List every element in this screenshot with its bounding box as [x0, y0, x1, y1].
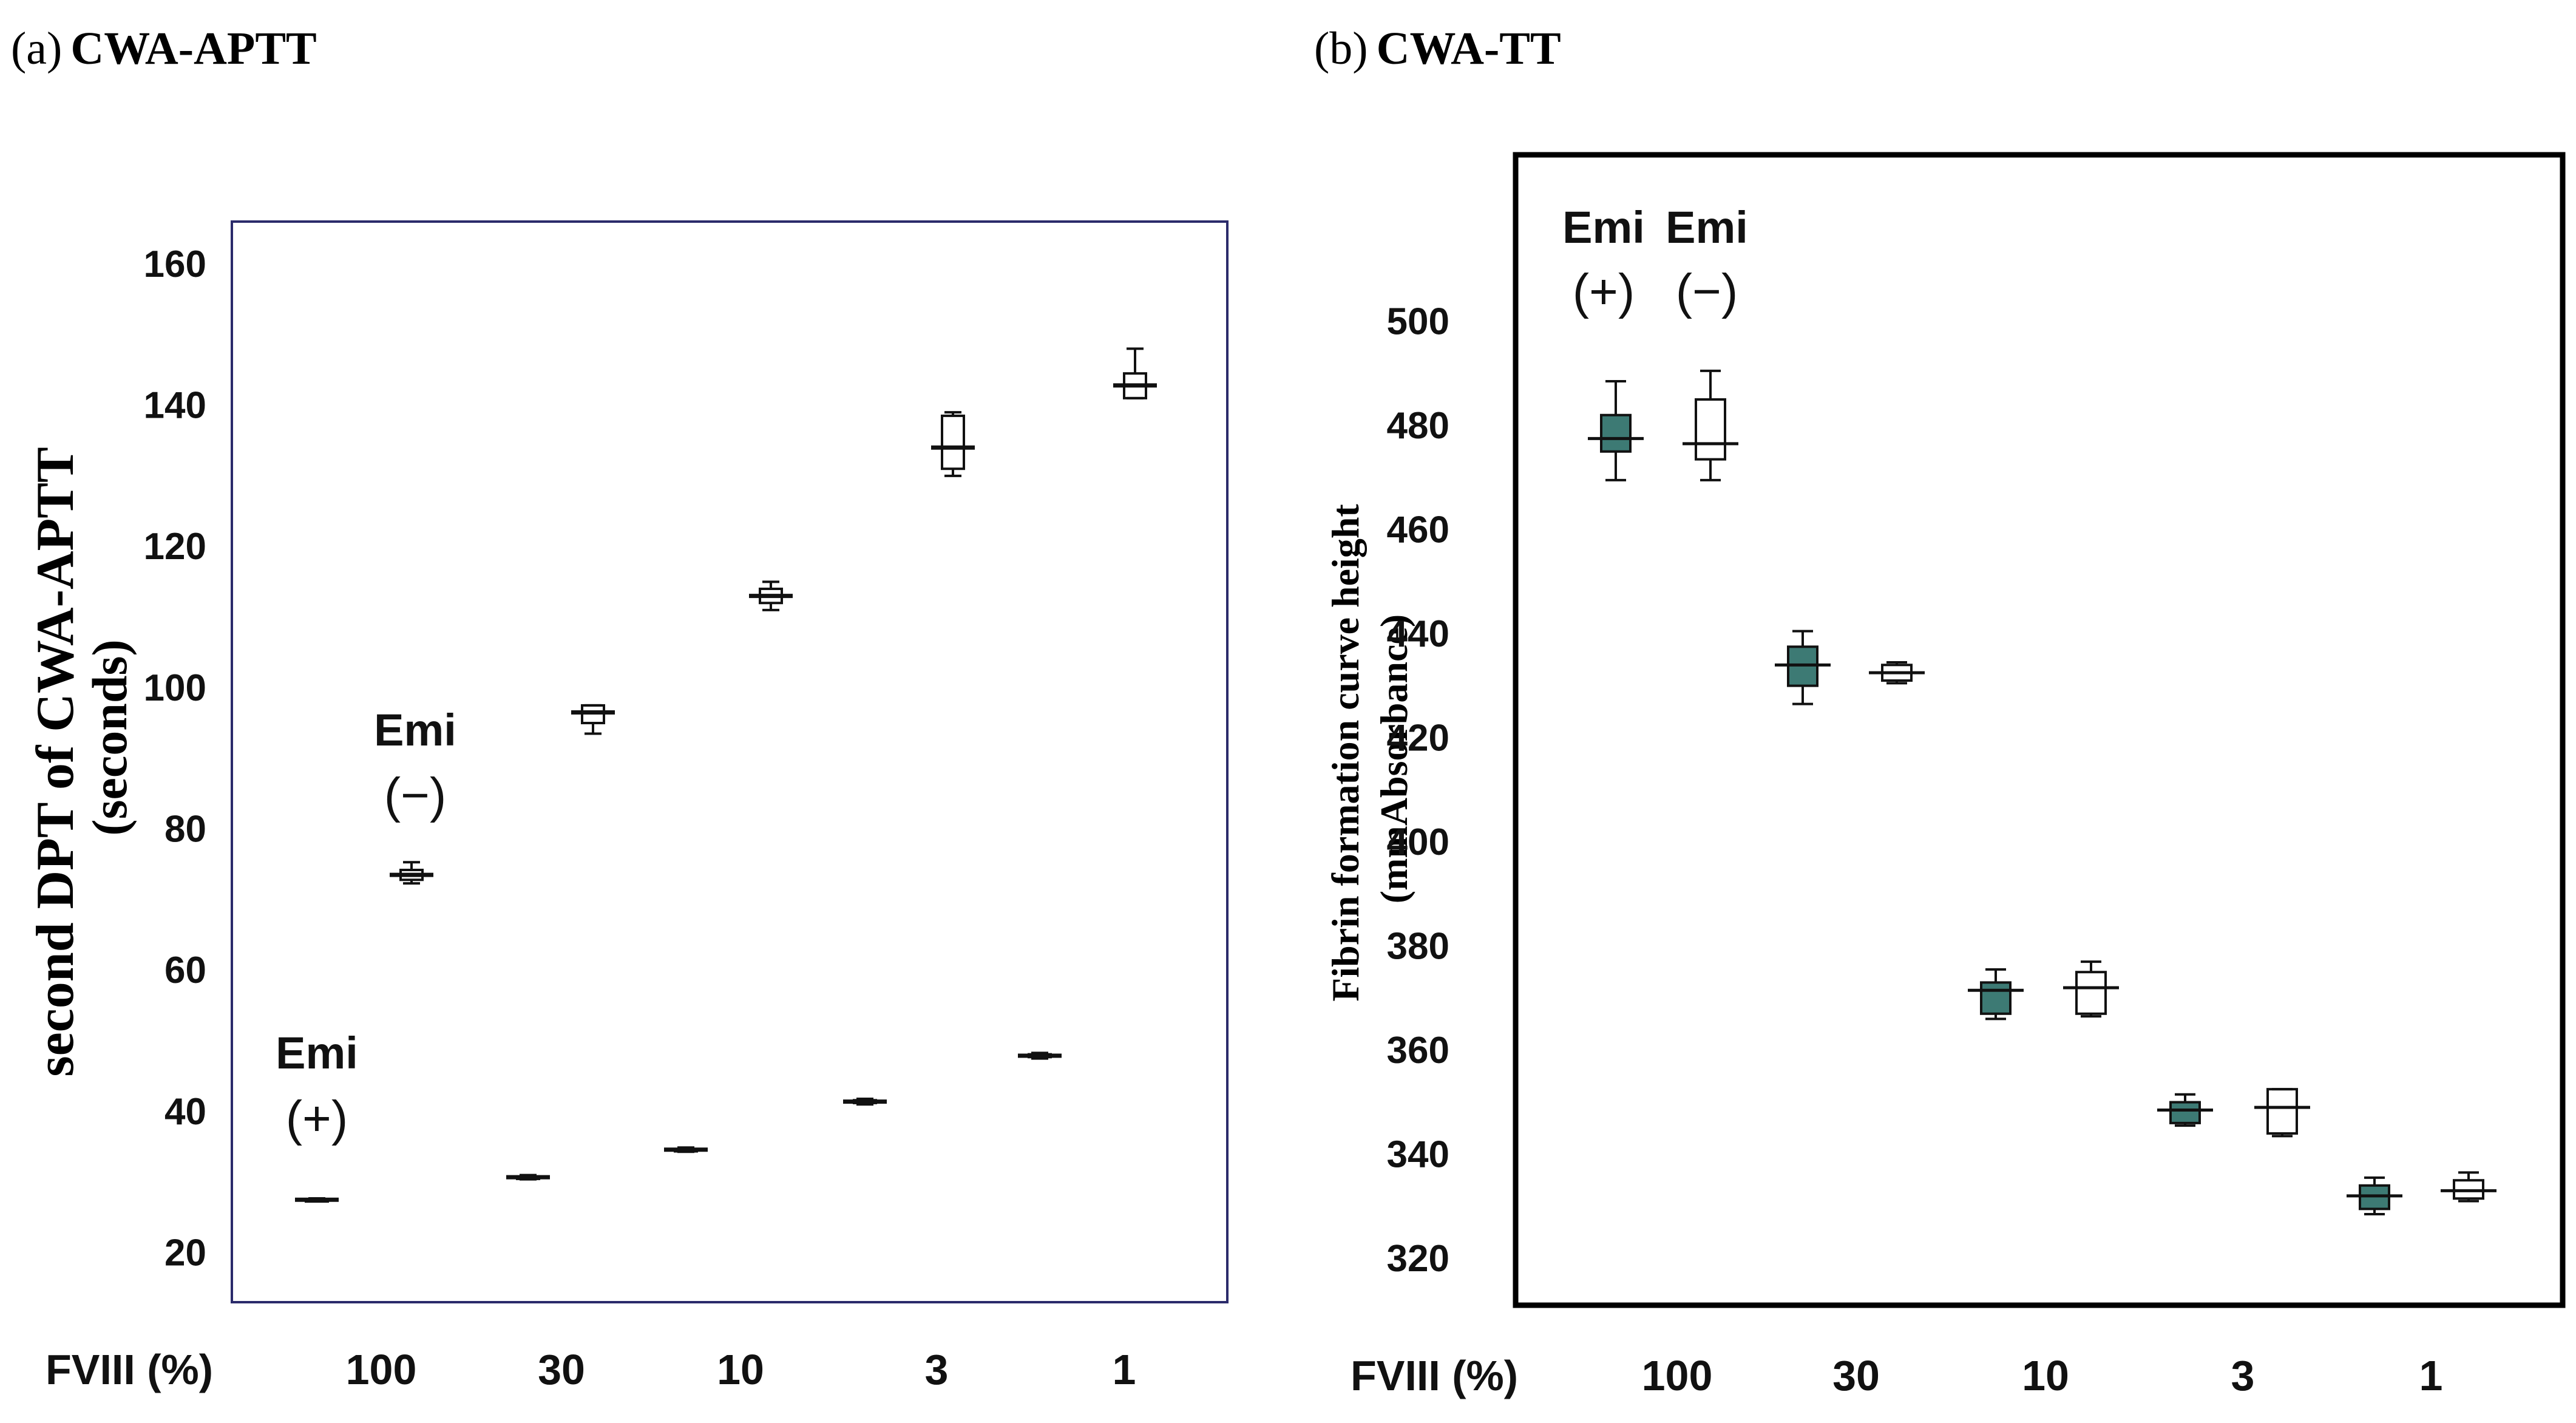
box-iqr — [1600, 413, 1632, 453]
panel-a-box-emi-minus-30 — [571, 704, 615, 735]
panel-b-y-tick-label: 320 — [1387, 1238, 1449, 1280]
panel-b-y-tick-label: 420 — [1387, 717, 1449, 759]
panel-a-category-label: 30 — [538, 1346, 585, 1393]
panel-a-box-emi-minus-1 — [1113, 347, 1157, 399]
panel-b-title-text: CWA-TT — [1377, 23, 1561, 74]
panel-b-y-ticks: 320 340 360 380 400 420 440 460 480 500 — [1387, 301, 1449, 1279]
panel-b-ann-emi-plus-text: Emi — [1562, 202, 1645, 253]
panel-a: (a) CWA-APTT second DPT of CWA-APTT (seco… — [11, 23, 1229, 1393]
panel-a-box-emi-minus-100 — [390, 861, 433, 885]
panel-b-box-emi-minus-100 — [1683, 369, 1738, 481]
box-iqr — [1695, 398, 1726, 461]
panel-b-title: (b) CWA-TT — [1314, 23, 1561, 74]
panel-b-y-tick-label: 480 — [1387, 405, 1449, 447]
panel-a-ann-emi-plus-text: Emi — [276, 1028, 358, 1078]
panel-a-box-emi-plus-1 — [1018, 1051, 1062, 1060]
panel-b-ann-emi-plus-sign: (+) — [1573, 264, 1635, 319]
panel-b-box-emi-plus-100 — [1588, 379, 1644, 481]
panel-a-y-tick-label: 100 — [144, 667, 206, 709]
panel-b-y-tick-label: 500 — [1387, 301, 1449, 342]
panel-b-category-label: 1 — [2419, 1352, 2443, 1399]
panel-a-y-tick-label: 40 — [164, 1091, 206, 1133]
panel-a-box-emi-plus-30 — [506, 1173, 550, 1181]
panel-b-label: (b) — [1314, 23, 1368, 74]
panel-a-category-label: 1 — [1113, 1346, 1136, 1393]
box-iqr — [2266, 1088, 2298, 1135]
panel-a-y-tick-label: 20 — [164, 1232, 206, 1274]
panel-a-y-tick-label: 160 — [144, 243, 206, 285]
panel-b-annotation-emi-plus: Emi (+) — [1562, 202, 1645, 319]
panel-a-y-tick-label: 120 — [144, 526, 206, 568]
panel-b-box-emi-plus-3 — [2157, 1093, 2213, 1127]
panel-b-y-tick-label: 440 — [1387, 613, 1449, 655]
panel-a-category-label: 100 — [346, 1346, 417, 1393]
panel-a-ylabel-line2: (seconds) — [82, 639, 137, 835]
panel-b-ann-emi-minus-sign: (−) — [1676, 264, 1738, 319]
panel-b-category-label: 10 — [2022, 1352, 2069, 1399]
panel-b-box-emi-minus-10 — [2063, 960, 2119, 1018]
panel-a-y-ticks: 20 40 60 80 100 120 140 160 — [144, 243, 206, 1274]
panel-a-box-emi-minus-3 — [931, 411, 975, 477]
panel-a-xlabel: FVIII (%) — [46, 1346, 213, 1393]
panel-a-ann-emi-minus-sign: (−) — [384, 768, 447, 823]
panel-b-y-tick-label: 340 — [1387, 1133, 1449, 1175]
panel-a-boxes — [295, 347, 1157, 1203]
box-iqr — [1980, 981, 2012, 1015]
panel-b-box-emi-minus-30 — [1869, 661, 1925, 685]
panel-b-box-emi-plus-30 — [1775, 630, 1831, 705]
panel-a-y-tick-label: 60 — [164, 949, 206, 991]
panel-b-category-label: 100 — [1642, 1352, 1713, 1399]
panel-a-box-emi-plus-3 — [843, 1097, 887, 1106]
panel-a-box-emi-minus-10 — [749, 580, 793, 611]
panel-a-category-label: 10 — [717, 1346, 764, 1393]
panel-a-title-text: CWA-APTT — [70, 23, 316, 74]
panel-a-ylabel-line1: second DPT of CWA-APTT — [26, 447, 85, 1076]
panel-a-annotation-emi-minus: Emi (−) — [374, 705, 456, 823]
panel-b-ann-emi-minus-text: Emi — [1666, 202, 1748, 253]
panel-b-box-emi-plus-1 — [2347, 1176, 2402, 1215]
panel-a-box-emi-plus-10 — [664, 1146, 708, 1153]
box-iqr — [941, 414, 965, 470]
panel-a-ann-emi-plus-sign: (+) — [286, 1091, 348, 1146]
panel-b-box-emi-minus-3 — [2254, 1088, 2310, 1138]
panel-a-category-label: 3 — [925, 1346, 949, 1393]
panel-b-boxes — [1588, 369, 2496, 1215]
panel-b-y-tick-label: 460 — [1387, 509, 1449, 551]
panel-a-box-emi-plus-100 — [295, 1197, 339, 1203]
panel-b-box-emi-plus-10 — [1968, 968, 2024, 1021]
box-iqr — [2169, 1101, 2201, 1124]
panel-a-annotation-emi-plus: Emi (+) — [276, 1028, 358, 1146]
panel-b-annotation-emi-minus: Emi (−) — [1666, 202, 1748, 319]
panel-b-xlabel: FVIII (%) — [1351, 1352, 1518, 1399]
panel-a-categories: 100 30 10 3 1 — [346, 1346, 1136, 1393]
panel-b-category-label: 3 — [2231, 1352, 2255, 1399]
panel-b-y-tick-label: 360 — [1387, 1030, 1449, 1071]
panel-a-y-tick-label: 80 — [164, 809, 206, 851]
panel-b-categories: 100 30 10 3 1 — [1642, 1352, 2443, 1399]
box-iqr — [2075, 971, 2107, 1015]
panel-a-frame — [231, 220, 1229, 1303]
panel-a-ann-emi-minus-text: Emi — [374, 705, 456, 755]
panel-a-y-tick-label: 140 — [144, 384, 206, 426]
panel-b-ylabel-line2: (mmAbsorbance) — [1372, 614, 1415, 903]
panel-b-box-emi-minus-1 — [2441, 1171, 2496, 1203]
panel-b-y-tick-label: 400 — [1387, 821, 1449, 863]
panel-b: (b) CWA-TT Fibrin formation curve height … — [1314, 23, 2566, 1399]
panel-a-label: (a) — [11, 23, 62, 74]
panel-b-frame — [1513, 152, 2566, 1308]
panel-b-category-label: 30 — [1832, 1352, 1880, 1399]
panel-b-y-tick-label: 380 — [1387, 925, 1449, 967]
panel-b-ylabel-line1: Fibrin formation curve height — [1324, 504, 1367, 1002]
panel-a-title: (a) CWA-APTT — [11, 23, 317, 74]
